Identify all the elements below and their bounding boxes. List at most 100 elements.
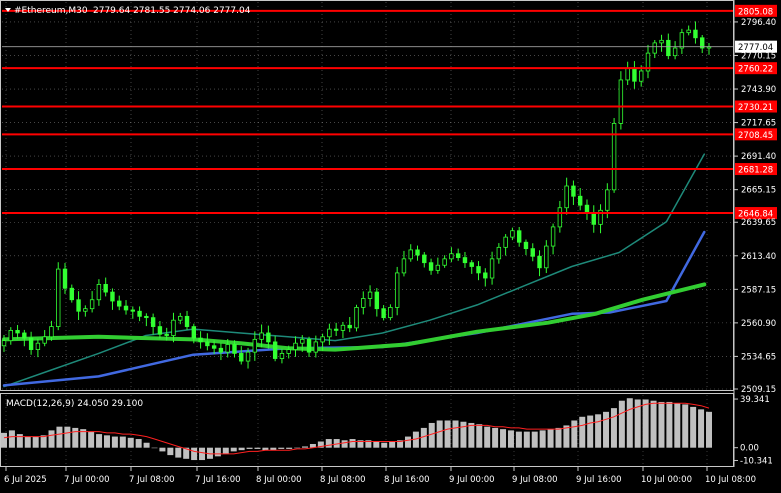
candle-body [686,29,691,34]
candle [408,244,413,262]
candle-body [422,254,427,264]
candle [1,334,7,352]
candle-body [205,341,210,347]
candle-body [178,315,183,321]
macd-histogram-bar [222,447,229,454]
candle [279,348,285,364]
candle-body [83,308,88,312]
chart-header: #Ethereum,M30 2779.64 2781.55 2774.06 27… [5,6,251,16]
candle-body [449,253,454,260]
macd-histogram-bar [341,440,348,448]
candle [361,291,366,315]
candle-body [89,299,95,310]
candle [28,331,34,355]
macd-histogram-bar [531,431,538,448]
candle-body [28,337,34,350]
macd-histogram-bar [500,429,507,448]
moving-average-line-1 [3,153,706,388]
x-tick-label: 9 Jul 00:00 [449,475,495,485]
candle-body [611,122,617,191]
candle-body [76,299,81,312]
candle [374,288,380,317]
candle-body [679,32,685,49]
candle-body [286,349,291,354]
macd-histogram-bar [642,399,649,448]
candle-body [354,307,359,329]
macd-tick-label: 0.00 [740,444,759,454]
candle [164,327,169,341]
candle [428,258,434,275]
moving-average-line-3 [2,282,707,352]
candle-body [320,336,325,343]
candle [611,118,617,193]
macd-histogram-bar [64,426,71,448]
candle [510,227,515,241]
candle [8,327,13,345]
candle-body [374,291,380,310]
macd-histogram-bar [349,439,356,448]
candle [42,330,47,347]
candle [679,28,685,54]
candle [706,42,712,55]
candle-body [245,351,251,362]
x-tick-label: 8 Jul 08:00 [320,475,366,485]
candle-body [300,338,305,344]
candle-body [388,307,393,319]
candle-body [266,332,271,343]
candle-body [225,344,230,353]
macd-histogram-bar [412,431,419,448]
y-tick-label: 2509.15 [741,385,776,395]
macd-tick-label: 39.341 [740,395,770,405]
candle-body [306,338,312,353]
macd-histogram-bar [56,426,63,448]
level-price-label: 2708.45 [738,131,773,141]
candle [62,262,68,294]
candle [300,335,305,352]
macd-histogram-bar [436,420,443,448]
macd-histogram-bar [40,435,47,448]
candle-body [117,300,122,307]
candle [598,204,603,234]
chart-title: #Ethereum,M30 [14,6,88,16]
candle-body [49,326,54,338]
candle-body [198,337,203,343]
candle-body [489,258,495,279]
dropdown-triangle-icon[interactable] [5,8,11,12]
macd-histogram-bar [254,447,261,449]
y-tick-label: 2796.40 [741,18,776,28]
candle [123,300,129,315]
macd-histogram-bar [468,422,475,448]
candle-body [1,340,7,347]
current-price-tag [735,40,777,53]
candle [178,312,183,325]
candle-body [69,287,74,301]
current-price-label: 2777.04 [738,43,773,53]
candle-body [476,266,481,274]
macd-histogram-bar [32,436,39,448]
macd-histogram-bar [555,427,562,448]
macd-histogram-bar [111,436,118,448]
candle [693,21,698,44]
candle [76,291,81,320]
macd-histogram-bar [286,447,293,449]
candle-body [564,185,569,209]
candle [489,251,495,285]
candle-body [110,291,115,302]
macd-histogram-bar [103,435,110,448]
candle [205,333,210,351]
candle [652,40,657,59]
candle-body [279,353,285,359]
candle [69,284,74,303]
macd-label: MACD(12,26,9) 24.050 29.100 [6,399,143,409]
candle-body [8,330,13,342]
candle-body [632,68,637,82]
candle [327,323,332,345]
x-tick-label: 8 Jul 00:00 [256,475,302,485]
candle [239,346,244,365]
candle-body [239,353,244,362]
candle [286,345,291,359]
candle-body [401,258,407,274]
level-price-tag [735,62,777,75]
